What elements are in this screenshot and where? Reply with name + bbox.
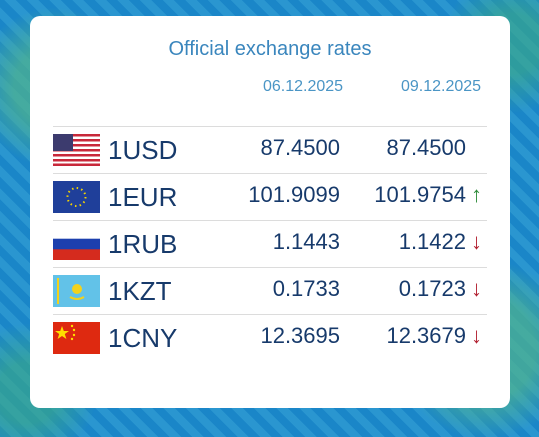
rate-row: 1KZT 0.1733 0.1723 ↓ (53, 267, 487, 315)
rate: 1.1443 (272, 229, 340, 254)
date-header: 09.12.2025 (400, 78, 482, 95)
flag-cny (53, 322, 100, 354)
rates-card: Official exchange rates 06.12.2025 09.12… (30, 16, 510, 408)
flag-usd (53, 134, 100, 166)
card-title: Official exchange rates (168, 38, 372, 60)
rate: 12.3695 (260, 323, 340, 348)
trend-arrow: ↑ (471, 182, 482, 207)
rate-row: 1CNY 12.3695 12.3679 ↓ (53, 314, 487, 362)
rate-row: 1RUB 1.1443 1.1422 ↓ (53, 220, 487, 268)
currency-code: 1RUB (108, 229, 178, 259)
rate-row: 1EUR 101.9099 101.9754 ↑ (53, 173, 487, 221)
rate-row: 1USD 87.4500 87.4500 (53, 126, 487, 174)
rate: 0.1723 (398, 276, 466, 301)
trend-arrow: ↓ (471, 276, 482, 301)
date-header: 06.12.2025 (262, 78, 344, 95)
rate: 1.1422 (398, 229, 466, 254)
flag-eur (53, 181, 100, 213)
flag-rub (53, 228, 100, 260)
trend-arrow: ↓ (471, 323, 482, 348)
rate: 0.1733 (272, 276, 340, 301)
currency-code: 1EUR (108, 182, 178, 212)
rate: 101.9099 (248, 182, 340, 207)
currency-code: 1USD (108, 135, 178, 165)
currency-code: 1CNY (108, 323, 178, 353)
flag-kzt (53, 275, 100, 307)
currency-code: 1KZT (108, 276, 172, 306)
rate: 101.9754 (374, 182, 466, 207)
trend-arrow: ↓ (471, 229, 482, 254)
rate: 12.3679 (386, 323, 466, 348)
rate: 87.4500 (260, 135, 340, 160)
rate: 87.4500 (386, 135, 466, 160)
